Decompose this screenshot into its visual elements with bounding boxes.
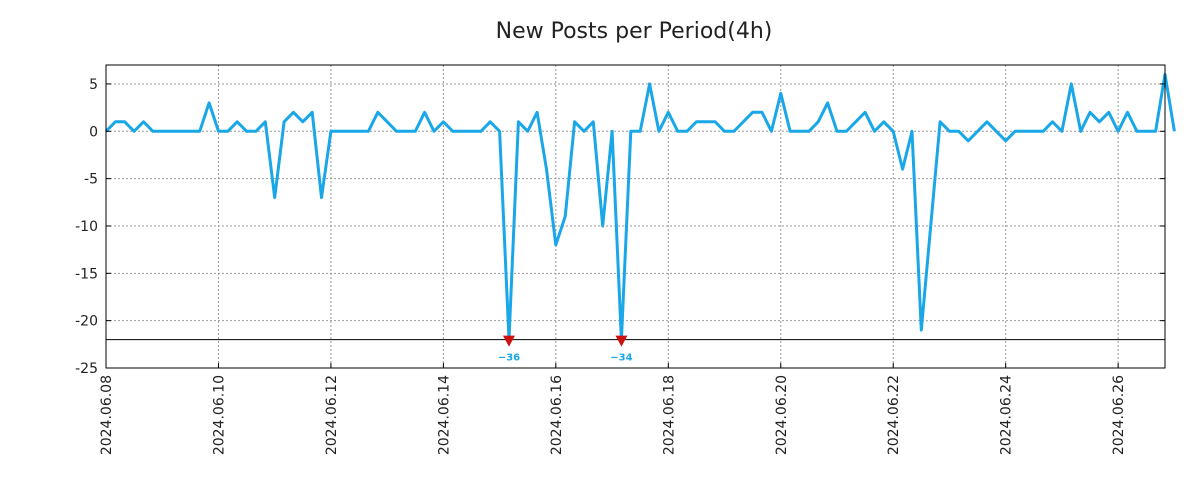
clipped-value-marker <box>502 335 515 347</box>
y-tick-label: -20 <box>75 314 98 330</box>
x-tick-label: 2024.06.12 <box>324 375 340 455</box>
x-axis-ticks: 2024.06.08 2024.06.10 2024.06.12 2024.06.14… <box>99 363 1127 455</box>
chart-title: New Posts per Period(4h) <box>496 19 773 44</box>
x-tick-label: 2024.06.26 <box>1111 375 1127 455</box>
series-line <box>104 73 1176 342</box>
x-tick-label: 2024.06.24 <box>999 375 1015 455</box>
series-layer <box>104 73 1176 342</box>
clipped-value-marker <box>615 335 628 347</box>
y-axis-ticks: 5 0 -5 -10 -15 -20 -25 <box>75 77 1165 377</box>
y-tick-label: -5 <box>84 172 98 188</box>
x-tick-label: 2024.06.22 <box>886 375 902 455</box>
plot-frame <box>105 64 1166 369</box>
x-tick-label: 2024.06.10 <box>211 375 227 455</box>
x-tick-label: 2024.06.14 <box>436 375 452 455</box>
clipped-value-label: −36 <box>498 353 520 364</box>
clipped-value-label: −34 <box>610 353 632 364</box>
y-tick-label: -25 <box>75 361 98 377</box>
y-tick-label: -15 <box>75 266 98 282</box>
x-tick-label: 2024.06.16 <box>549 375 565 455</box>
annotations-layer: −36 −34 <box>498 335 633 364</box>
x-tick-label: 2024.06.08 <box>99 375 115 455</box>
y-tick-label: -10 <box>75 219 98 235</box>
y-tick-label: 5 <box>89 77 98 93</box>
y-tick-label: 0 <box>89 124 98 140</box>
x-tick-label: 2024.06.18 <box>661 375 677 455</box>
x-tick-label: 2024.06.20 <box>774 375 790 455</box>
